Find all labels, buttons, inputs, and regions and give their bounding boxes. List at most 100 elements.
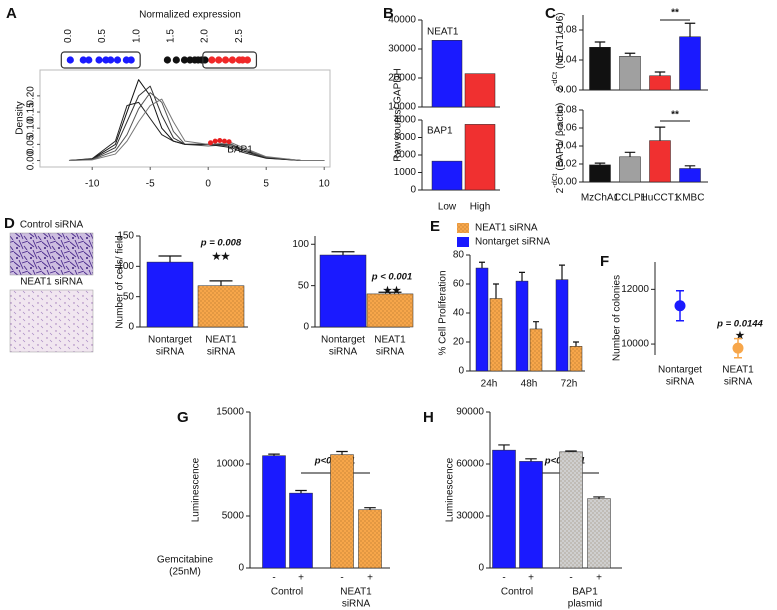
bar (589, 47, 611, 91)
bar (475, 267, 489, 372)
y-tick-label: 80 (453, 250, 465, 261)
x-tick-label: siRNA (329, 347, 358, 358)
y-tick-label: 4000 (394, 115, 417, 126)
error-bar (594, 162, 606, 165)
point (674, 300, 686, 312)
x-tick-label: -5 (146, 179, 155, 190)
y-tick-label: 50 (123, 291, 135, 302)
density-curve (68, 79, 325, 162)
y-tick-label: 0.02 (558, 159, 578, 170)
strip-tick-label: 2.5 (234, 29, 245, 43)
density-curve (68, 101, 325, 162)
y-tick-label: 10000 (216, 459, 244, 470)
panel-letter: E (430, 218, 440, 235)
y-tick-label: 5000 (222, 511, 245, 522)
chart-title: NEAT1 (427, 27, 459, 38)
error-bar (331, 251, 355, 256)
chart-title: Normalized expression (139, 10, 241, 21)
bar (431, 160, 463, 191)
strip-dot (107, 56, 115, 64)
x-tick-label: + (596, 573, 602, 584)
y-axis-title: Raw counts/ GAPDH (393, 68, 404, 161)
density-curve (68, 85, 325, 162)
x-tick-label: NEAT1 (374, 335, 406, 346)
y-axis-title: % Cell Proliferation (438, 270, 449, 355)
strip-dot (243, 56, 252, 64)
bar (464, 124, 496, 191)
y-axis-title: Number of colonies (612, 275, 623, 361)
bar (619, 56, 641, 91)
density-curve (68, 92, 325, 162)
y-tick-label: 40 (453, 308, 465, 319)
error-bar (158, 255, 182, 263)
x-tick-label: + (367, 573, 373, 584)
panel-letter: C (545, 5, 556, 22)
panel-letter: F (600, 253, 609, 270)
x-tick-label: siRNA (207, 347, 236, 358)
strip-tick-label: 2.0 (200, 29, 211, 43)
treatment-label: (25nM) (169, 567, 201, 578)
bar-texture (358, 509, 382, 568)
strip-box (60, 51, 141, 69)
panel-letter: G (177, 409, 189, 426)
error-bar (519, 271, 525, 282)
strip-tick-label: 1.0 (131, 29, 142, 43)
error-bar (594, 41, 606, 48)
x-tick-label: HuCCT1 (641, 193, 680, 204)
image-label: Control siRNA (20, 220, 84, 231)
error-bar (559, 264, 565, 280)
error-bar (533, 321, 539, 329)
y-tick-label: 0.04 (558, 55, 578, 66)
x-tick-label: 48h (521, 379, 538, 390)
error-bar (493, 283, 499, 299)
strip-tick-label: 1.5 (165, 29, 176, 43)
x-tick-label: -10 (85, 179, 100, 190)
error-bar (654, 126, 666, 141)
error-bar (525, 458, 537, 462)
bar-texture (367, 293, 413, 327)
bar (319, 254, 367, 328)
y-tick-label: 60000 (456, 459, 484, 470)
p-value: p = 0.008 (200, 238, 242, 249)
group-label: siRNA (342, 599, 371, 610)
error-bar (565, 450, 577, 452)
y-tick-label: 30000 (388, 44, 416, 55)
x-tick-label: siRNA (156, 347, 185, 358)
y-tick-label: 30000 (456, 511, 484, 522)
x-tick-label: Nontarget (321, 335, 365, 346)
error-bar (684, 22, 696, 37)
error-bar (479, 261, 485, 269)
strip-tick-label: 0.0 (63, 29, 74, 43)
panel-letter: H (423, 409, 434, 426)
y-axis-title-base: 2 (555, 86, 566, 92)
plot-frame (39, 69, 331, 168)
group-label: BAP1 (572, 587, 598, 598)
strip-dot (163, 56, 172, 64)
y-tick-label: 0 (128, 322, 134, 333)
y-tick-label: 0.08 (558, 25, 578, 36)
x-tick-label: NEAT1 (205, 335, 237, 346)
highlight-point (208, 140, 214, 146)
x-tick-label: 5 (263, 179, 269, 190)
bar (555, 279, 569, 372)
x-tick-label: 72h (561, 379, 578, 390)
y-tick-label: 0.10 (26, 118, 37, 138)
panel-letter: D (4, 215, 15, 232)
y-tick-label: 90000 (456, 407, 484, 418)
bar (464, 73, 496, 108)
highlight-label: BAP1 (227, 145, 253, 156)
x-tick-label: - (569, 573, 572, 584)
legend-swatch-texture (457, 223, 469, 233)
strip-dot (113, 56, 122, 64)
y-tick-label: 15000 (216, 407, 244, 418)
y-tick-label: 3000 (394, 132, 417, 143)
bar (679, 36, 701, 91)
error-bar (624, 52, 636, 57)
error-bar (573, 341, 579, 347)
x-tick-label: 24h (481, 379, 498, 390)
bar-texture (330, 454, 354, 568)
strip-dot (221, 56, 230, 64)
micrograph (9, 289, 94, 353)
highlight-point (212, 138, 218, 144)
x-tick-label: + (298, 573, 304, 584)
